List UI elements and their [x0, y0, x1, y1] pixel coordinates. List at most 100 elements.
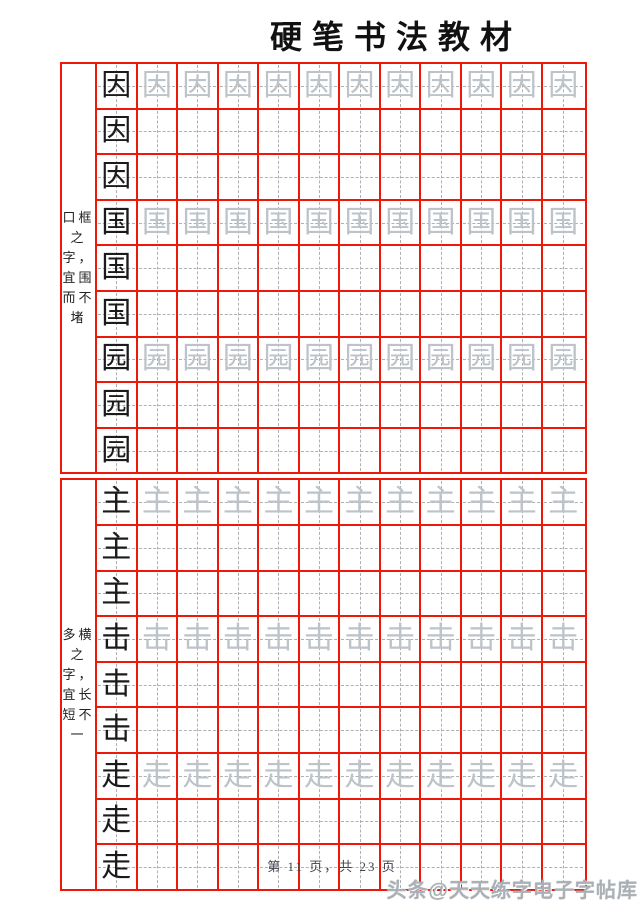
trace-cell: 园	[381, 337, 422, 382]
trace-character: 击	[466, 621, 497, 655]
trace-character: 主	[548, 485, 579, 519]
practice-cell	[381, 291, 422, 336]
trace-cell: 走	[462, 753, 503, 798]
practice-cell	[502, 383, 544, 427]
trace-character: 国	[263, 205, 294, 239]
trace-cell: 园	[543, 338, 584, 382]
practice-cell	[381, 708, 422, 752]
model-character: 因	[101, 159, 132, 193]
model-cell: 主	[97, 480, 138, 524]
trace-cell: 主	[259, 480, 300, 524]
trace-cell: 因	[219, 64, 260, 108]
practice-row: 主主主主主主主主主主主主	[97, 480, 585, 526]
practice-cell	[259, 708, 300, 752]
practice-cell	[340, 525, 381, 570]
practice-row: 因因因因因因因因因因因因	[97, 64, 585, 110]
trace-cell: 主	[219, 480, 260, 524]
trace-character: 击	[506, 621, 537, 655]
model-character: 走	[101, 849, 132, 883]
practice-section-horizontals: 多横之字， 宜长 短不一 主主主主主主主主主主主主主主击击击击击击击击击击击击击击走…	[60, 478, 587, 891]
trace-character: 走	[506, 758, 537, 792]
practice-cell	[462, 708, 503, 752]
trace-character: 走	[466, 758, 497, 792]
model-character: 走	[101, 758, 132, 792]
practice-cell	[219, 246, 260, 290]
practice-cell	[462, 525, 503, 570]
trace-cell: 击	[381, 617, 422, 661]
model-cell: 因	[97, 155, 138, 199]
practice-row: 击	[97, 662, 585, 709]
trace-character: 主	[263, 485, 294, 519]
trace-character: 因	[141, 68, 172, 102]
model-cell: 园	[97, 337, 138, 382]
trace-cell: 国	[502, 200, 544, 245]
trace-character: 国	[141, 205, 172, 239]
trace-character: 园	[385, 342, 416, 376]
trace-cell: 因	[259, 64, 300, 108]
trace-cell: 因	[381, 64, 422, 108]
trace-character: 走	[263, 758, 294, 792]
trace-cell: 主	[543, 480, 584, 524]
practice-cell	[502, 571, 544, 616]
practice-cell	[259, 799, 300, 844]
trace-cell: 击	[259, 617, 300, 661]
trace-character: 园	[304, 342, 334, 376]
annotation-line: 堵	[70, 310, 87, 326]
practice-section-enclosed: 口框之字， 宜围 而不堵 因因因因因因因因因因因因因因国国国国国国国国国国国国国国园…	[60, 62, 587, 475]
practice-cell	[381, 571, 422, 616]
model-cell: 击	[97, 617, 138, 661]
practice-cell	[462, 246, 503, 290]
trace-cell: 因	[300, 64, 341, 108]
practice-cell	[421, 708, 462, 752]
practice-cell	[421, 109, 462, 154]
trace-character: 击	[141, 621, 172, 655]
practice-cell	[138, 662, 179, 707]
trace-cell: 国	[178, 200, 219, 245]
practice-cell	[300, 109, 341, 154]
practice-cell	[178, 662, 219, 707]
annotation-line: 之	[70, 646, 87, 662]
trace-cell: 主	[178, 480, 219, 524]
practice-cell	[421, 571, 462, 616]
annotation-line: 短不	[62, 706, 95, 722]
trace-cell: 因	[421, 64, 462, 108]
trace-character: 国	[466, 205, 497, 239]
trace-character: 走	[222, 758, 253, 792]
practice-cell	[178, 428, 219, 473]
practice-cell	[381, 525, 422, 570]
trace-character: 因	[304, 68, 334, 102]
trace-cell: 走	[381, 753, 422, 798]
trace-character: 击	[222, 621, 253, 655]
practice-cell	[543, 845, 584, 889]
practice-cell	[219, 525, 260, 570]
trace-cell: 因	[340, 64, 381, 108]
practice-cell	[340, 246, 381, 290]
model-cell: 走	[97, 753, 138, 798]
practice-cell	[543, 246, 584, 290]
trace-character: 因	[344, 68, 375, 102]
annotation-line: 而不	[62, 290, 95, 306]
practice-cell	[502, 708, 544, 752]
practice-cell	[381, 662, 422, 707]
trace-cell: 因	[138, 64, 179, 108]
trace-cell: 走	[259, 753, 300, 798]
trace-character: 国	[304, 205, 334, 239]
trace-character: 主	[222, 485, 253, 519]
practice-cell	[178, 525, 219, 570]
practice-row: 走	[97, 799, 585, 846]
model-cell: 主	[97, 571, 138, 616]
trace-cell: 击	[300, 617, 341, 661]
practice-cell	[138, 525, 179, 570]
annotation-line: 字，	[62, 250, 95, 266]
trace-character: 主	[182, 485, 213, 519]
practice-cell	[381, 246, 422, 290]
trace-character: 园	[466, 342, 497, 376]
trace-character: 国	[506, 205, 537, 239]
practice-cell	[340, 428, 381, 473]
practice-cell	[340, 291, 381, 336]
watermark: 头条@天天练字电子字帖库	[386, 880, 638, 902]
trace-character: 击	[344, 621, 375, 655]
practice-cell	[219, 799, 260, 844]
practice-cell	[178, 246, 219, 290]
practice-row: 击击击击击击击击击击击击	[97, 617, 585, 663]
